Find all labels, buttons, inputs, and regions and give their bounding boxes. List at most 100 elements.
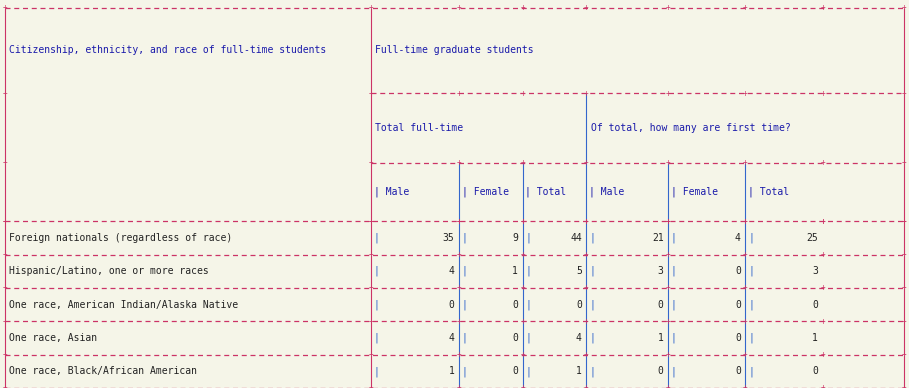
Text: |: | [748,333,754,343]
Text: +: + [820,250,825,259]
Text: |: | [374,366,379,377]
Text: +: + [456,350,462,359]
Text: +: + [902,3,907,12]
Text: +: + [584,250,589,259]
Text: 1: 1 [813,333,818,343]
Text: |: | [671,366,676,377]
Text: |: | [462,299,467,310]
Text: +: + [902,350,907,359]
Text: +: + [456,250,462,259]
Text: +: + [820,158,825,168]
Text: +: + [665,317,671,326]
Text: |: | [671,333,676,343]
Text: +: + [584,3,589,12]
Text: |: | [462,333,467,343]
Text: |: | [748,366,754,377]
Text: |: | [374,266,379,277]
Text: +: + [584,88,589,98]
Text: +: + [456,88,462,98]
Text: 0: 0 [735,266,741,276]
Text: +: + [820,350,825,359]
Text: 44: 44 [570,233,582,243]
Text: |: | [525,232,531,243]
Text: 1: 1 [513,266,518,276]
Text: +: + [820,3,825,12]
Text: | Female: | Female [671,187,718,197]
Text: 35: 35 [443,233,454,243]
Text: +: + [743,250,748,259]
Text: |: | [525,333,531,343]
Text: +: + [520,3,525,12]
Text: |: | [589,366,594,377]
Text: +: + [2,350,7,359]
Text: |: | [589,333,594,343]
Text: +: + [368,3,374,12]
Text: +: + [368,158,374,168]
Text: +: + [665,3,671,12]
Text: +: + [456,383,462,388]
Text: |: | [525,266,531,277]
Text: +: + [2,158,7,168]
Text: |: | [525,366,531,377]
Text: +: + [665,283,671,293]
Text: +: + [456,3,462,12]
Text: +: + [520,217,525,226]
Text: +: + [584,158,589,168]
Text: 5: 5 [576,266,582,276]
Text: +: + [902,283,907,293]
Text: +: + [743,350,748,359]
Text: +: + [520,317,525,326]
Text: 0: 0 [735,333,741,343]
Text: +: + [2,217,7,226]
Text: +: + [902,383,907,388]
Text: +: + [665,350,671,359]
Text: 1: 1 [449,366,454,376]
Text: |: | [374,333,379,343]
Text: Citizenship, ethnicity, and race of full-time students: Citizenship, ethnicity, and race of full… [9,45,326,55]
Text: One race, American Indian/Alaska Native: One race, American Indian/Alaska Native [9,300,238,310]
Text: +: + [902,250,907,259]
Text: Hispanic/Latino, one or more races: Hispanic/Latino, one or more races [9,266,209,276]
Text: +: + [665,158,671,168]
Text: |: | [374,232,379,243]
Text: +: + [820,317,825,326]
Text: +: + [368,250,374,259]
Text: |: | [589,266,594,277]
Text: 0: 0 [513,300,518,310]
Text: +: + [584,217,589,226]
Text: |: | [525,299,531,310]
Text: 21: 21 [652,233,664,243]
Text: +: + [902,317,907,326]
Text: 9: 9 [513,233,518,243]
Text: 0: 0 [449,300,454,310]
Text: 4: 4 [449,333,454,343]
Text: Of total, how many are first time?: Of total, how many are first time? [591,123,791,133]
Text: 1: 1 [576,366,582,376]
Text: 3: 3 [658,266,664,276]
Text: +: + [902,217,907,226]
Text: +: + [820,217,825,226]
Text: +: + [368,217,374,226]
Text: 4: 4 [735,233,741,243]
Text: 4: 4 [449,266,454,276]
Text: +: + [2,3,7,12]
Text: | Male: | Male [374,187,409,197]
Text: +: + [820,283,825,293]
Text: +: + [2,383,7,388]
Text: +: + [743,88,748,98]
Text: +: + [665,383,671,388]
Text: 0: 0 [658,300,664,310]
Text: 0: 0 [735,366,741,376]
Text: +: + [820,88,825,98]
Text: +: + [368,283,374,293]
Text: |: | [671,299,676,310]
Text: +: + [520,158,525,168]
Text: +: + [584,317,589,326]
Text: | Total: | Total [525,187,566,197]
Text: 0: 0 [513,366,518,376]
Text: One race, Black/African American: One race, Black/African American [9,366,197,376]
Text: 1: 1 [658,333,664,343]
Text: +: + [368,383,374,388]
Text: +: + [902,88,907,98]
Text: |: | [462,232,467,243]
